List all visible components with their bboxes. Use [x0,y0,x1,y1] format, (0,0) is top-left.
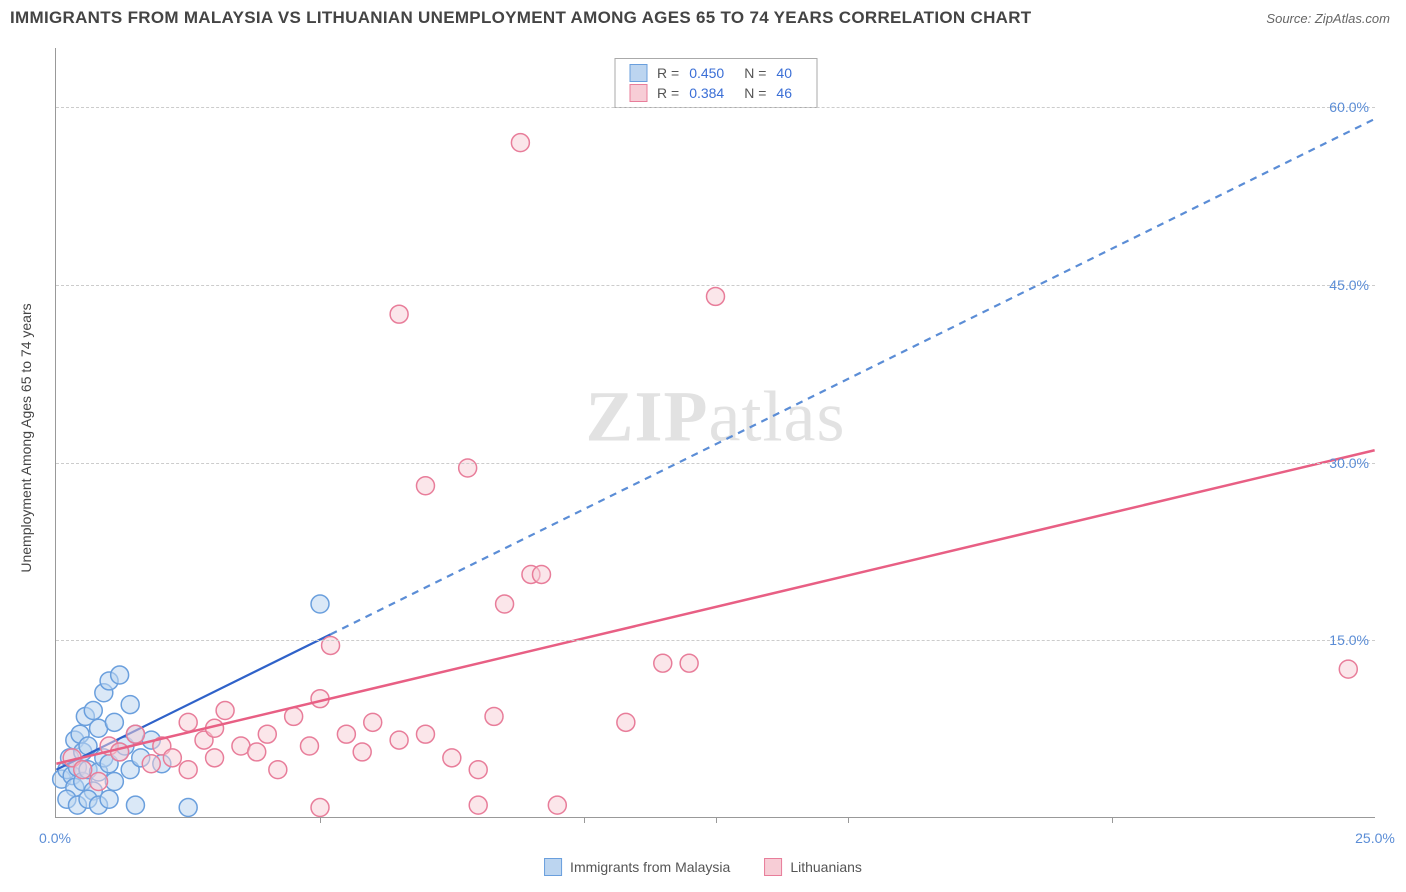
n-label: N = [744,85,766,101]
source-value: ZipAtlas.com [1315,11,1390,26]
n-label: N = [744,65,766,81]
data-point [680,654,698,672]
y-tick-label: 30.0% [1329,455,1369,471]
x-tick [320,817,321,823]
data-point [206,749,224,767]
data-point [100,790,118,808]
data-point [179,713,197,731]
x-tick-label: 0.0% [39,830,71,846]
regression-line [56,450,1374,764]
y-axis-label: Unemployment Among Ages 65 to 74 years [18,303,34,572]
data-point [337,725,355,743]
data-point [364,713,382,731]
legend-label-malaysia: Immigrants from Malaysia [570,859,730,875]
data-point [163,749,181,767]
data-point [121,696,139,714]
legend: Immigrants from Malaysia Lithuanians [544,858,862,876]
data-point [707,287,725,305]
gridline [56,640,1375,641]
gridline [56,285,1375,286]
data-point [1339,660,1357,678]
y-tick-label: 60.0% [1329,99,1369,115]
data-point [390,731,408,749]
data-point [179,761,197,779]
data-point [311,799,329,817]
data-point [469,796,487,814]
source-label: Source: [1266,11,1311,26]
data-point [485,707,503,725]
chart-title: IMMIGRANTS FROM MALAYSIA VS LITHUANIAN U… [10,8,1031,28]
data-point [390,305,408,323]
chart-header: IMMIGRANTS FROM MALAYSIA VS LITHUANIAN U… [0,0,1406,32]
x-tick [848,817,849,823]
data-point [111,743,129,761]
gridline [56,463,1375,464]
r-value-lithuanians: 0.384 [689,85,724,101]
data-point [111,666,129,684]
data-point [285,707,303,725]
data-point [105,713,123,731]
data-point [248,743,266,761]
swatch-lithuanians [629,84,647,102]
data-point [416,477,434,495]
data-point [654,654,672,672]
data-point [126,725,144,743]
data-point [548,796,566,814]
data-point [126,796,144,814]
regression-line-dashed [331,119,1375,634]
chart-container: Unemployment Among Ages 65 to 74 years Z… [10,38,1396,882]
y-tick-label: 15.0% [1329,632,1369,648]
legend-item-lithuanians: Lithuanians [764,858,862,876]
x-tick [716,817,717,823]
plot-svg [56,48,1375,817]
data-point [258,725,276,743]
swatch-malaysia [629,64,647,82]
data-point [496,595,514,613]
data-point [469,761,487,779]
data-point [416,725,434,743]
data-point [74,761,92,779]
legend-item-malaysia: Immigrants from Malaysia [544,858,730,876]
x-tick-label: 25.0% [1355,830,1395,846]
legend-label-lithuanians: Lithuanians [790,859,862,875]
plot-area: ZIPatlas R = 0.450 N = 40 R = 0.384 N = … [55,48,1375,818]
data-point [216,702,234,720]
x-tick [584,817,585,823]
data-point [353,743,371,761]
data-point [511,134,529,152]
data-point [269,761,287,779]
data-point [84,702,102,720]
data-point [322,636,340,654]
correlation-stat-box: R = 0.450 N = 40 R = 0.384 N = 46 [614,58,817,108]
x-tick [1112,817,1113,823]
data-point [532,565,550,583]
n-value-lithuanians: 46 [776,85,792,101]
r-label: R = [657,65,679,81]
n-value-malaysia: 40 [776,65,792,81]
data-point [90,773,108,791]
r-label: R = [657,85,679,101]
data-point [617,713,635,731]
data-point [311,595,329,613]
legend-swatch-lithuanians [764,858,782,876]
gridline [56,107,1375,108]
r-value-malaysia: 0.450 [689,65,724,81]
data-point [179,799,197,817]
data-point [142,755,160,773]
y-tick-label: 45.0% [1329,277,1369,293]
data-point [79,737,97,755]
stat-row-lithuanians: R = 0.384 N = 46 [629,83,802,103]
data-point [300,737,318,755]
chart-source: Source: ZipAtlas.com [1266,11,1390,26]
legend-swatch-malaysia [544,858,562,876]
data-point [443,749,461,767]
stat-row-malaysia: R = 0.450 N = 40 [629,63,802,83]
